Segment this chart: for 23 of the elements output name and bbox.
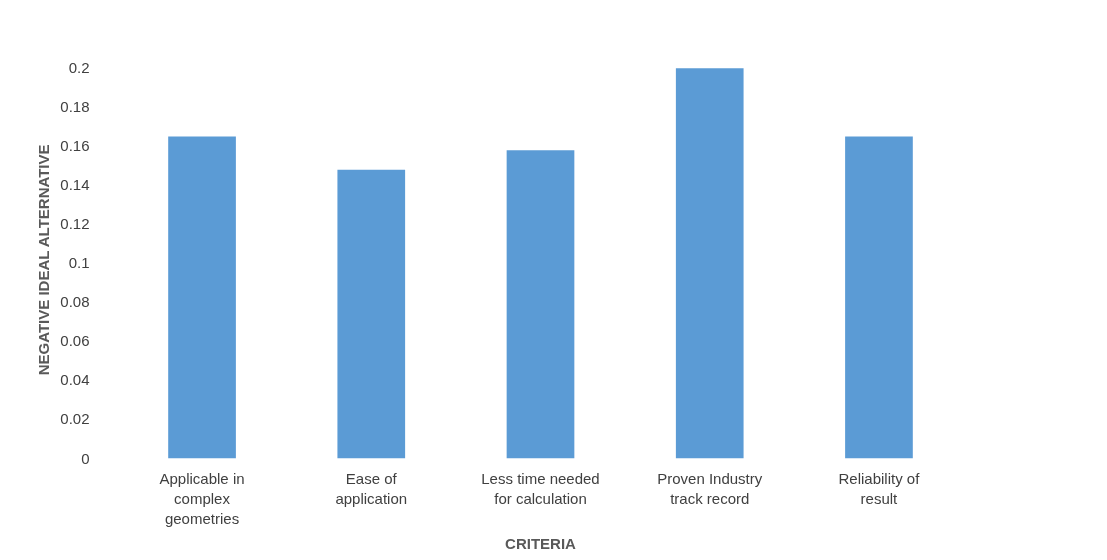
y-tick-label: 0.08	[60, 293, 90, 311]
x-tick-label: Ease of application	[335, 469, 408, 507]
y-tick-label: 0.16	[60, 137, 90, 155]
y-tick-label: 0.04	[60, 371, 90, 389]
y-tick-label: 0	[81, 449, 90, 467]
y-tick-label: 0.02	[60, 410, 90, 428]
y-tick-label: 0.14	[60, 176, 90, 194]
y-tick-label: 0.06	[60, 332, 90, 350]
bar	[337, 169, 406, 459]
y-tick-label: 0.18	[60, 98, 90, 116]
x-axis-title: CRITERIA	[505, 535, 577, 553]
y-axis-title: NEGATIVE IDEAL ALTERNATIVE	[35, 144, 53, 376]
x-tick-label: Reliability of result	[838, 469, 921, 507]
y-tick-label: 0.12	[60, 215, 90, 233]
bar	[168, 136, 236, 459]
x-tick-label: Applicable in complex geometries	[159, 469, 245, 528]
x-tick-label: Less time needed for calculation	[481, 469, 600, 507]
bar	[506, 150, 575, 459]
y-tick-label: 0.2	[68, 59, 90, 77]
y-tick-label: 0.1	[68, 254, 90, 272]
x-tick-label: Proven Industry track record	[657, 469, 763, 507]
bar	[845, 136, 913, 459]
bar	[675, 68, 744, 459]
